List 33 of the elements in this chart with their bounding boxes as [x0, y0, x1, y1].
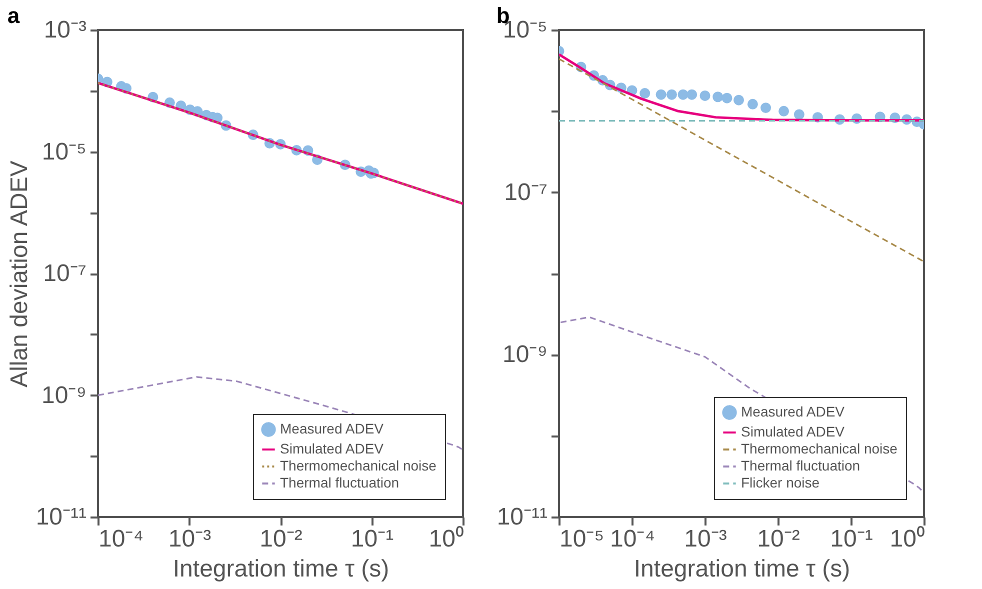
legend-label: Thermomechanical noise: [741, 440, 898, 456]
legend-label: Measured ADEV: [280, 420, 384, 436]
legend-label: Thermal fluctuation: [280, 474, 400, 490]
legend-label: Thermomechanical noise: [280, 458, 437, 474]
x-tick-label: 10⁻³: [168, 526, 212, 552]
legend-label: Simulated ADEV: [280, 440, 384, 456]
legend-label: Thermal fluctuation: [741, 458, 860, 474]
x-tick-label: 10⁻⁵: [560, 526, 604, 552]
x-tick-label: 10⁻²: [757, 526, 800, 552]
y-tick-label: 10⁻⁵: [42, 138, 86, 166]
y-tick-label: 10⁻³: [44, 16, 87, 44]
x-tick-label: 10⁻¹: [830, 526, 873, 552]
x-tick-label: 10⁻⁴: [98, 526, 144, 552]
x-axis-title: Integration time τ (s): [634, 556, 850, 582]
y-tick-label: 10⁻¹¹: [36, 504, 86, 530]
y-tick-label: 10⁻⁷: [43, 260, 86, 287]
x-tick-label: 10⁻¹: [350, 526, 394, 552]
x-tick-label: 10⁻⁴: [610, 526, 656, 552]
x-axis-title: Integration time τ (s): [172, 556, 390, 582]
y-tick-label: 10⁻⁷: [504, 178, 548, 206]
y-axis-title: Allan deviation ADEV: [6, 160, 33, 388]
y-tick-label: 10⁻¹¹: [496, 504, 548, 530]
y-tick-label: 10⁻⁹: [502, 341, 548, 368]
x-tick-label: 10⁰: [428, 526, 464, 552]
x-tick-label: 10⁻³: [684, 526, 727, 552]
x-tick-label: 10⁰: [890, 526, 924, 552]
legend-label: Measured ADEV: [741, 404, 846, 420]
legend-label: Flicker noise: [741, 474, 820, 490]
y-tick-label: 10⁻⁹: [42, 382, 86, 409]
chart-title: a: [7, 3, 20, 28]
line-series: [559, 58, 924, 262]
legend-label: Simulated ADEV: [741, 424, 846, 440]
x-tick-label: 10⁻²: [260, 526, 302, 552]
